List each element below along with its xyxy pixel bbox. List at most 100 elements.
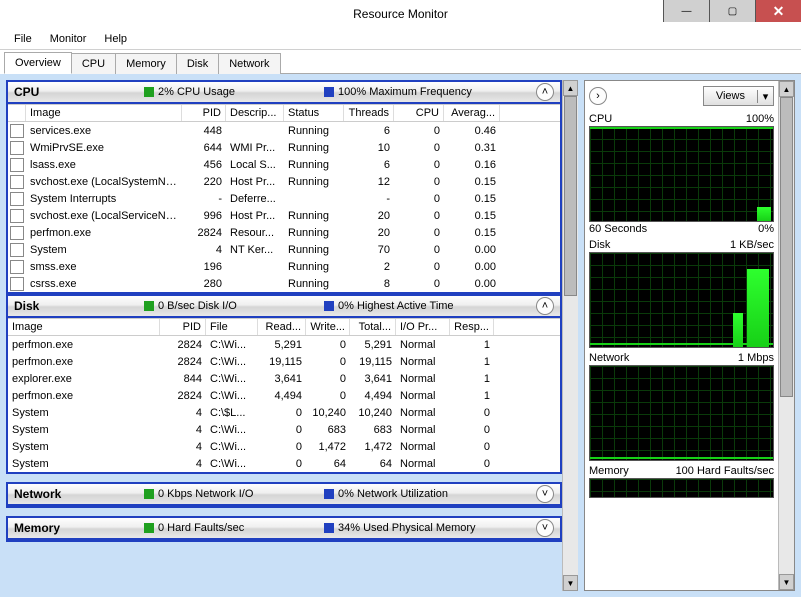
table-row[interactable]: perfmon.exe2824C:\Wi...5,29105,291Normal…: [8, 336, 560, 353]
memory-expand-button[interactable]: ˅: [536, 519, 554, 537]
cell-pri: Normal: [396, 339, 450, 351]
menu-monitor[interactable]: Monitor: [42, 31, 95, 47]
col-threads[interactable]: Threads: [344, 105, 394, 121]
tab-memory[interactable]: Memory: [115, 53, 177, 74]
table-row[interactable]: System4NT Ker...Running7000.00: [8, 241, 560, 258]
table-row[interactable]: svchost.exe (LocalSystemNet...220Host Pr…: [8, 173, 560, 190]
table-row[interactable]: lsass.exe456Local S...Running600.16: [8, 156, 560, 173]
col-status[interactable]: Status: [284, 105, 344, 121]
col-pid[interactable]: PID: [182, 105, 226, 121]
row-checkbox[interactable]: [10, 226, 24, 240]
col-write[interactable]: Write...: [306, 319, 350, 335]
cell-resp: 1: [450, 339, 494, 351]
cell-pid: 4: [160, 458, 206, 470]
cell-image: explorer.exe: [8, 373, 160, 385]
views-label: Views: [704, 90, 757, 102]
table-row[interactable]: System4C:\Wi...01,4721,472Normal0: [8, 438, 560, 455]
table-row[interactable]: svchost.exe (LocalServiceNo...996Host Pr…: [8, 207, 560, 224]
table-row[interactable]: System4C:\Wi...0683683Normal0: [8, 421, 560, 438]
tab-cpu[interactable]: CPU: [71, 53, 116, 74]
col-read[interactable]: Read...: [258, 319, 306, 335]
scroll-up-button[interactable]: ▲: [563, 80, 578, 96]
table-row[interactable]: System Interrupts-Deferre...-00.15: [8, 190, 560, 207]
table-row[interactable]: services.exe448Running600.46: [8, 122, 560, 139]
cpu-collapse-button[interactable]: ˄: [536, 83, 554, 101]
scroll-down-button[interactable]: ▼: [563, 575, 578, 591]
row-checkbox[interactable]: [10, 277, 24, 291]
col-pid[interactable]: PID: [160, 319, 206, 335]
cell-pid: 4: [160, 407, 206, 419]
row-checkbox[interactable]: [10, 243, 24, 257]
col-avg[interactable]: Averag...: [444, 105, 500, 121]
memory-used-text: 34% Used Physical Memory: [338, 522, 476, 534]
table-row[interactable]: explorer.exe844C:\Wi...3,64103,641Normal…: [8, 370, 560, 387]
network-io-swatch: [144, 489, 154, 499]
left-scrollbar[interactable]: ▲ ▼: [562, 80, 578, 591]
cell-avg: 0.15: [444, 227, 500, 239]
row-checkbox[interactable]: [10, 260, 24, 274]
row-checkbox[interactable]: [10, 158, 24, 172]
disk-graph-block: Disk1 KB/sec: [589, 239, 774, 348]
right-collapse-button[interactable]: ›: [589, 87, 607, 105]
maximize-button[interactable]: ▢: [709, 0, 755, 22]
row-checkbox[interactable]: [10, 192, 24, 206]
tab-network[interactable]: Network: [218, 53, 280, 74]
minimize-button[interactable]: —: [663, 0, 709, 22]
col-image[interactable]: Image: [8, 319, 160, 335]
col-desc[interactable]: Descrip...: [226, 105, 284, 121]
row-checkbox[interactable]: [10, 141, 24, 155]
disk-collapse-button[interactable]: ˄: [536, 297, 554, 315]
views-button[interactable]: Views ▾: [703, 86, 774, 106]
table-row[interactable]: perfmon.exe2824C:\Wi...4,49404,494Normal…: [8, 387, 560, 404]
col-image[interactable]: Image: [26, 105, 182, 121]
right-scrollbar[interactable]: ▲ ▼: [778, 81, 794, 590]
cell-desc: Host Pr...: [226, 176, 284, 188]
scroll-down-button[interactable]: ▼: [779, 574, 794, 590]
cell-threads: 2: [344, 261, 394, 273]
table-row[interactable]: WmiPrvSE.exe644WMI Pr...Running1000.31: [8, 139, 560, 156]
cell-status: Running: [284, 125, 344, 137]
scroll-thumb[interactable]: [780, 97, 793, 397]
menu-file[interactable]: File: [6, 31, 40, 47]
col-cpu[interactable]: CPU: [394, 105, 444, 121]
cell-resp: 0: [450, 441, 494, 453]
col-file[interactable]: File: [206, 319, 258, 335]
col-pri[interactable]: I/O Pr...: [396, 319, 450, 335]
scroll-up-button[interactable]: ▲: [779, 81, 794, 97]
cell-pri: Normal: [396, 390, 450, 402]
cell-avg: 0.46: [444, 125, 500, 137]
tab-overview[interactable]: Overview: [4, 52, 72, 74]
cell-avg: 0.00: [444, 278, 500, 290]
cell-pri: Normal: [396, 458, 450, 470]
cell-image: System: [8, 407, 160, 419]
table-row[interactable]: perfmon.exe2824C:\Wi...19,115019,115Norm…: [8, 353, 560, 370]
table-row[interactable]: perfmon.exe2824Resour...Running2000.15: [8, 224, 560, 241]
cell-pid: 220: [182, 176, 226, 188]
table-row[interactable]: csrss.exe280Running800.00: [8, 275, 560, 292]
network-graph: [589, 365, 774, 461]
cell-pri: Normal: [396, 356, 450, 368]
table-row[interactable]: System4C:\$L...010,24010,240Normal0: [8, 404, 560, 421]
network-expand-button[interactable]: ˅: [536, 485, 554, 503]
cell-image: System: [8, 458, 160, 470]
col-resp[interactable]: Resp...: [450, 319, 494, 335]
table-row[interactable]: System4C:\Wi...06464Normal0: [8, 455, 560, 472]
col-total[interactable]: Total...: [350, 319, 396, 335]
tab-disk[interactable]: Disk: [176, 53, 219, 74]
row-checkbox[interactable]: [10, 175, 24, 189]
table-row[interactable]: smss.exe196Running200.00: [8, 258, 560, 275]
cell-status: Running: [284, 244, 344, 256]
row-checkbox[interactable]: [10, 124, 24, 138]
cell-image: svchost.exe (LocalServiceNo...: [26, 210, 182, 222]
disk-panel: Disk 0 B/sec Disk I/O 0% Highest Active …: [6, 294, 562, 474]
cell-avg: 0.15: [444, 176, 500, 188]
cell-cpu: 0: [394, 159, 444, 171]
cell-pid: 644: [182, 142, 226, 154]
cell-status: Running: [284, 210, 344, 222]
close-button[interactable]: ✕: [755, 0, 801, 22]
cell-pid: 4: [160, 424, 206, 436]
row-checkbox[interactable]: [10, 209, 24, 223]
network-graph-label: Network: [589, 352, 629, 364]
scroll-thumb[interactable]: [564, 96, 577, 296]
menu-help[interactable]: Help: [96, 31, 135, 47]
